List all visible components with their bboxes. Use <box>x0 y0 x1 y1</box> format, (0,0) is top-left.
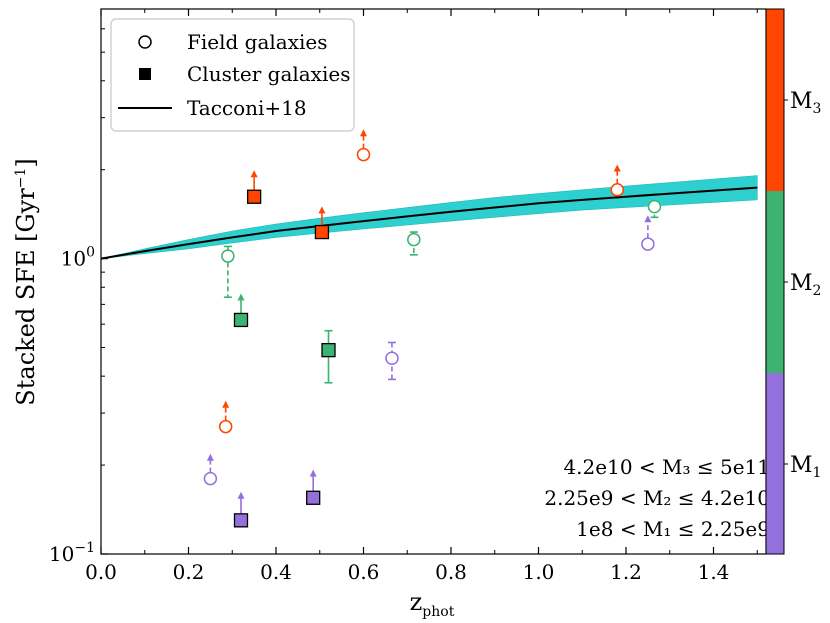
field-point <box>221 245 235 299</box>
colorbar-segment-m1 <box>766 373 784 554</box>
data-points-layer <box>203 129 662 528</box>
x-tick-label: 0.0 <box>85 560 117 584</box>
cluster-point-marker <box>321 342 336 358</box>
field-point-marker <box>407 232 421 247</box>
legend-box <box>110 18 355 132</box>
y-tick-label: 10−1 <box>49 540 95 566</box>
x-axis-title: zphot <box>410 588 455 620</box>
lower-limit-arrow <box>237 491 245 499</box>
colorbar-label-m3: M3 <box>790 89 821 117</box>
y-tick-label: 100 <box>61 245 95 271</box>
cluster-point-marker <box>233 312 249 328</box>
field-point <box>407 231 421 256</box>
x-tick-label: 1.2 <box>610 560 642 584</box>
lower-limit-arrow <box>318 206 326 214</box>
annotation-m1-range: 1e8 < M₁ ≤ 2.25e9 <box>576 517 770 541</box>
field-point-marker <box>218 419 233 434</box>
field-point-marker <box>221 249 235 263</box>
annotation-m3-range: 4.2e10 < M₃ ≤ 5e11 <box>563 455 770 479</box>
axis-ticks-layer: 0.0 0.2 0.4 0.6 0.8 1.0 1.2 1.4 100 10−1 <box>49 9 758 584</box>
legend-label-field: Field galaxies <box>187 30 328 54</box>
field-point-marker <box>647 199 662 214</box>
lower-limit-arrow <box>613 164 621 172</box>
lower-limit-arrow <box>309 469 317 477</box>
cluster-point <box>306 469 321 505</box>
field-point <box>203 453 218 486</box>
colorbar-segment-m2 <box>766 191 784 373</box>
x-tick-label: 0.4 <box>260 560 292 584</box>
model-band-layer <box>100 175 758 259</box>
lower-limit-arrow <box>644 215 652 223</box>
lower-limit-arrow <box>222 400 230 408</box>
cluster-point <box>233 491 249 528</box>
field-point <box>641 215 655 251</box>
legend-marker-field <box>138 35 152 49</box>
x-tick-label: 1.4 <box>698 560 730 584</box>
cluster-point <box>321 329 336 384</box>
y-axis-title: Stacked SFE [Gyr−1] <box>12 158 40 405</box>
field-point-marker <box>610 183 624 197</box>
field-point <box>385 341 399 381</box>
field-point-marker <box>385 351 399 365</box>
cluster-point <box>314 206 330 240</box>
colorbar-segment-m3 <box>766 9 784 191</box>
x-tick-label: 0.8 <box>435 560 467 584</box>
cluster-point-marker <box>246 189 262 204</box>
mass-bin-colorbar: M3 M2 M1 <box>765 8 821 555</box>
field-point <box>647 199 662 219</box>
lower-limit-arrow <box>206 453 214 461</box>
cluster-point <box>233 293 249 328</box>
field-point <box>356 129 371 162</box>
cluster-point <box>246 170 262 204</box>
tacconi-line <box>100 186 758 260</box>
x-tick-label: 0.2 <box>173 560 205 584</box>
field-point-marker <box>203 471 218 486</box>
legend-marker-cluster <box>139 68 151 80</box>
colorbar-label-m2: M2 <box>790 271 821 299</box>
x-tick-label: 1.0 <box>523 560 555 584</box>
legend-label-tacconi: Tacconi+18 <box>187 96 307 120</box>
field-point-marker <box>356 147 371 162</box>
tacconi-uncertainty-band <box>100 175 758 259</box>
lower-limit-arrow <box>250 170 258 178</box>
lower-limit-arrow <box>237 293 245 301</box>
field-point <box>610 164 624 197</box>
field-point <box>218 400 233 434</box>
field-point-marker <box>641 237 655 251</box>
legend-label-cluster: Cluster galaxies <box>187 62 350 86</box>
x-tick-label: 0.6 <box>348 560 380 584</box>
annotation-m2-range: 2.25e9 < M₂ ≤ 4.2e10 <box>544 486 770 510</box>
cluster-point-marker <box>314 224 330 240</box>
model-line-layer <box>100 186 758 260</box>
lower-limit-arrow <box>360 129 367 137</box>
cluster-point-marker <box>233 513 249 528</box>
legend: Field galaxies Cluster galaxies Tacconi+… <box>110 18 355 132</box>
colorbar-label-m1: M1 <box>790 453 821 481</box>
cluster-point-marker <box>306 490 321 505</box>
